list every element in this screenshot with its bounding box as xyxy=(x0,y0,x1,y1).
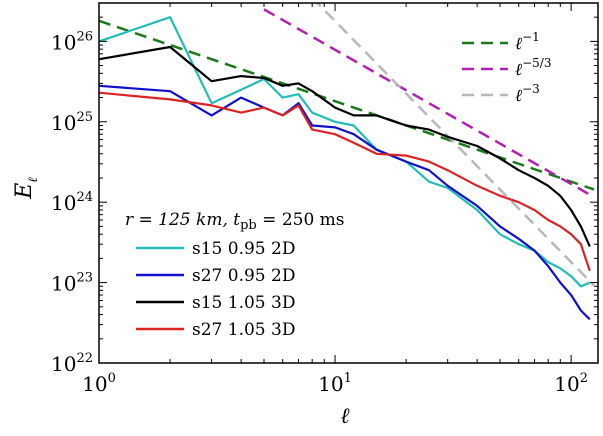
reference-line-0 xyxy=(99,19,595,191)
ref-legend-label: ℓ−1 xyxy=(515,30,540,54)
y-tick-label: 1023 xyxy=(51,271,93,296)
y-tick-label: 1026 xyxy=(51,29,93,54)
legend-entry-2: s15 1.05 3D xyxy=(136,293,295,313)
ref-legend-label: ℓ−5/3 xyxy=(515,56,551,80)
legend-label: s27 1.05 3D xyxy=(192,320,295,340)
ref-legend-entry-1: ℓ−5/3 xyxy=(462,56,551,80)
x-tick-label: 100 xyxy=(82,371,116,396)
x-tick-label: 101 xyxy=(318,371,352,396)
plot-frame xyxy=(98,2,599,364)
legend-entry-3: s27 1.05 3D xyxy=(136,320,295,340)
ref-legend-label: ℓ−3 xyxy=(515,82,540,106)
y-tick-label: 1024 xyxy=(51,190,93,215)
ref-legend-entry-0: ℓ−1 xyxy=(462,30,540,54)
legend-label: s15 0.95 2D xyxy=(192,239,295,259)
svg-text:Eℓ: Eℓ xyxy=(12,177,41,200)
legend-label: s27 0.95 2D xyxy=(192,266,295,286)
legend-entry-1: s27 0.95 2D xyxy=(136,266,295,286)
legend-label: s15 1.05 3D xyxy=(192,293,295,313)
x-axis-title: ℓ xyxy=(340,404,350,429)
ref-legend-entry-2: ℓ−3 xyxy=(462,82,540,106)
series-line-1 xyxy=(99,84,591,321)
y-axis-title: Eℓ xyxy=(12,177,41,200)
y-tick-label: 1025 xyxy=(51,110,93,135)
x-tick-label: 102 xyxy=(554,371,588,396)
legend-entry-0: s15 0.95 2D xyxy=(136,239,295,259)
reference-line-2 xyxy=(315,3,595,287)
series-line-3 xyxy=(99,91,591,272)
chart-annotation: r = 125 km, tpb = 250 ms xyxy=(125,210,345,233)
series-line-2 xyxy=(99,45,591,248)
y-tick-label: 1022 xyxy=(51,351,93,376)
reference-line-1 xyxy=(263,8,595,199)
